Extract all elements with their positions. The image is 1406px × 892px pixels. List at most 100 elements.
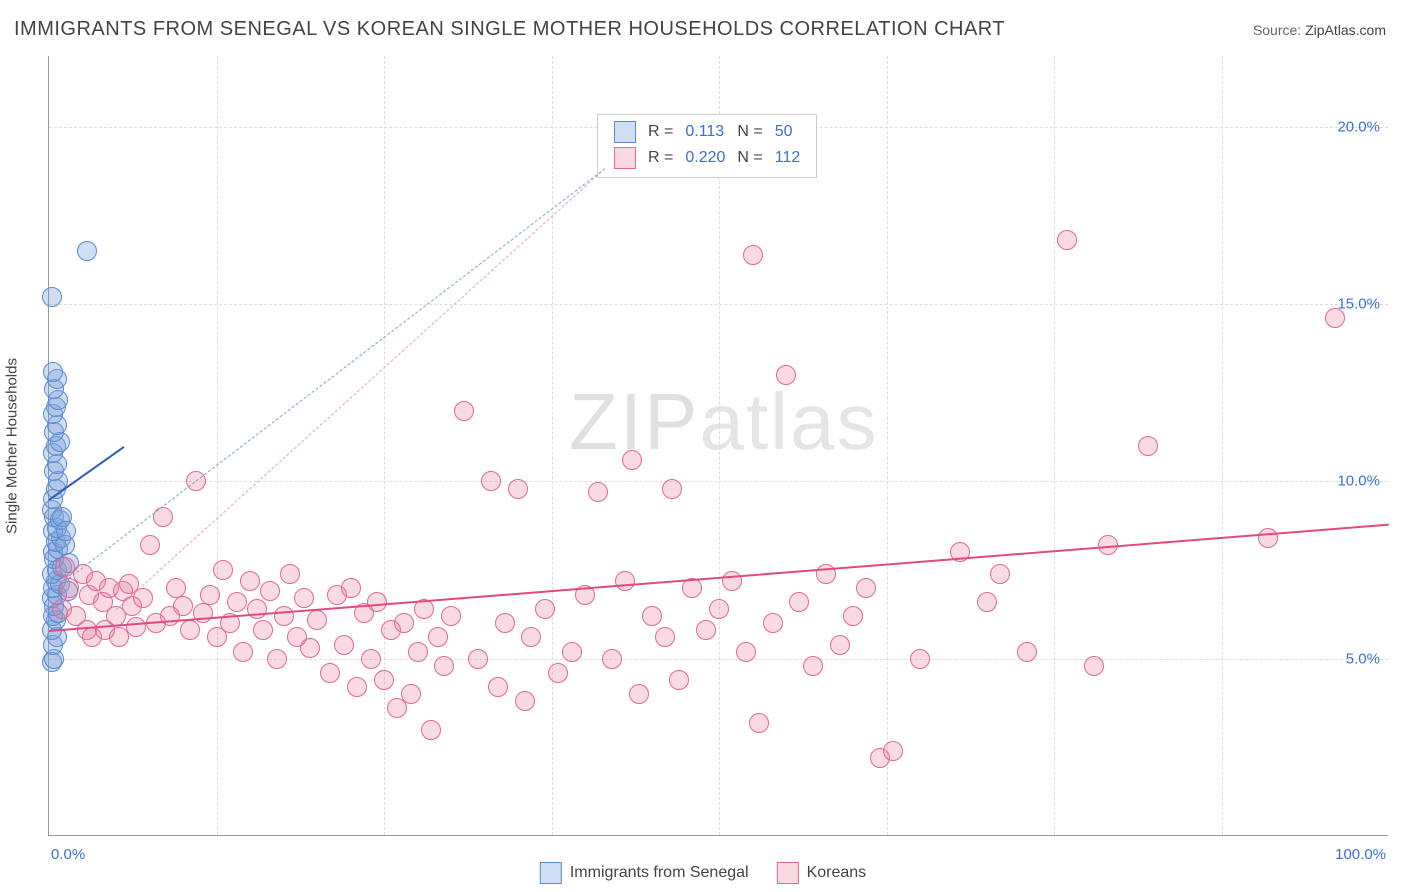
scatter-marker-koreans (240, 571, 260, 591)
y-tick-label: 20.0% (1337, 118, 1380, 135)
gridline-vertical (1222, 56, 1223, 835)
scatter-marker-koreans (374, 670, 394, 690)
legend-swatch-koreans (777, 862, 799, 884)
scatter-marker-koreans (803, 656, 823, 676)
scatter-marker-koreans (642, 606, 662, 626)
scatter-marker-koreans (910, 649, 930, 669)
scatter-marker-koreans (856, 578, 876, 598)
legend-r-label: R = (642, 119, 679, 145)
scatter-marker-koreans (548, 663, 568, 683)
scatter-marker-koreans (274, 606, 294, 626)
gridline-vertical (217, 56, 218, 835)
scatter-marker-senegal (43, 362, 63, 382)
gridline-vertical (1054, 56, 1055, 835)
scatter-marker-koreans (662, 479, 682, 499)
scatter-marker-koreans (588, 482, 608, 502)
scatter-marker-koreans (816, 564, 836, 584)
legend-callout-line (65, 168, 606, 582)
scatter-marker-koreans (109, 627, 129, 647)
legend-top: R =0.113N =50R =0.220N =112 (597, 114, 817, 178)
scatter-marker-senegal (56, 521, 76, 541)
scatter-marker-koreans (602, 649, 622, 669)
legend-swatch-senegal (614, 121, 636, 143)
scatter-marker-koreans (488, 677, 508, 697)
scatter-marker-koreans (562, 642, 582, 662)
scatter-marker-koreans (468, 649, 488, 669)
scatter-marker-koreans (408, 642, 428, 662)
scatter-marker-koreans (454, 401, 474, 421)
scatter-marker-koreans (743, 245, 763, 265)
source-label: Source: (1253, 22, 1305, 38)
scatter-marker-koreans (1057, 230, 1077, 250)
scatter-marker-koreans (883, 741, 903, 761)
scatter-marker-koreans (749, 713, 769, 733)
scatter-marker-koreans (227, 592, 247, 612)
scatter-marker-koreans (521, 627, 541, 647)
scatter-marker-koreans (789, 592, 809, 612)
y-tick-label: 10.0% (1337, 473, 1380, 490)
gridline-vertical (552, 56, 553, 835)
scatter-marker-koreans (428, 627, 448, 647)
scatter-marker-koreans (200, 585, 220, 605)
source-attribution: Source: ZipAtlas.com (1253, 22, 1386, 38)
legend-swatch-koreans (614, 147, 636, 169)
legend-bottom-item-senegal: Immigrants from Senegal (540, 862, 749, 884)
x-tick-label: 100.0% (1335, 846, 1386, 863)
legend-label: Koreans (807, 864, 867, 882)
y-axis-title: Single Mother Households (4, 358, 21, 534)
scatter-marker-koreans (495, 613, 515, 633)
scatter-marker-koreans (1325, 308, 1345, 328)
scatter-marker-koreans (515, 691, 535, 711)
legend-callout-line (116, 168, 606, 610)
scatter-marker-koreans (535, 599, 555, 619)
scatter-marker-koreans (763, 613, 783, 633)
scatter-marker-koreans (300, 638, 320, 658)
legend-bottom: Immigrants from Senegal Koreans (540, 862, 866, 884)
scatter-marker-koreans (622, 450, 642, 470)
scatter-marker-senegal (77, 241, 97, 261)
watermark: ZIPatlas (569, 376, 878, 468)
scatter-marker-koreans (253, 620, 273, 640)
scatter-marker-koreans (280, 564, 300, 584)
scatter-marker-koreans (347, 677, 367, 697)
legend-n-value: 112 (769, 145, 807, 171)
scatter-marker-koreans (1084, 656, 1104, 676)
scatter-marker-koreans (180, 620, 200, 640)
gridline-vertical (887, 56, 888, 835)
scatter-marker-koreans (615, 571, 635, 591)
scatter-marker-koreans (267, 649, 287, 669)
legend-n-label: N = (731, 119, 768, 145)
scatter-marker-koreans (367, 592, 387, 612)
scatter-marker-koreans (173, 596, 193, 616)
scatter-marker-koreans (977, 592, 997, 612)
scatter-marker-koreans (508, 479, 528, 499)
scatter-marker-koreans (247, 599, 267, 619)
scatter-marker-koreans (655, 627, 675, 647)
chart-title: IMMIGRANTS FROM SENEGAL VS KOREAN SINGLE… (14, 18, 1005, 41)
source-value: ZipAtlas.com (1305, 22, 1386, 38)
scatter-marker-koreans (1138, 436, 1158, 456)
legend-r-value: 0.220 (679, 145, 731, 171)
scatter-marker-koreans (320, 663, 340, 683)
scatter-marker-koreans (736, 642, 756, 662)
scatter-marker-senegal (42, 287, 62, 307)
scatter-marker-koreans (441, 606, 461, 626)
scatter-marker-koreans (401, 684, 421, 704)
legend-n-label: N = (731, 145, 768, 171)
scatter-marker-koreans (260, 581, 280, 601)
legend-n-value: 50 (769, 119, 807, 145)
gridline-vertical (384, 56, 385, 835)
legend-bottom-item-koreans: Koreans (777, 862, 867, 884)
scatter-marker-koreans (307, 610, 327, 630)
scatter-marker-koreans (361, 649, 381, 669)
scatter-marker-koreans (421, 720, 441, 740)
legend-label: Immigrants from Senegal (570, 864, 749, 882)
scatter-marker-koreans (294, 588, 314, 608)
scatter-marker-koreans (126, 617, 146, 637)
scatter-marker-koreans (776, 365, 796, 385)
scatter-marker-koreans (696, 620, 716, 640)
scatter-marker-koreans (341, 578, 361, 598)
scatter-marker-koreans (233, 642, 253, 662)
y-tick-label: 5.0% (1346, 650, 1380, 667)
legend-r-value: 0.113 (679, 119, 731, 145)
